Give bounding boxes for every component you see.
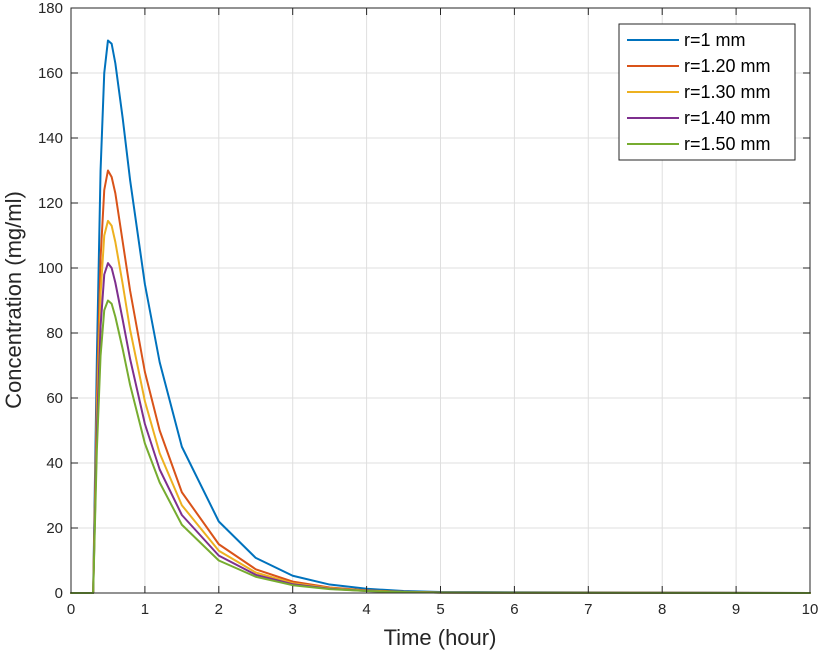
- y-tick-label: 80: [46, 325, 63, 342]
- y-tick-label: 60: [46, 390, 63, 407]
- x-tick-label: 8: [658, 601, 666, 618]
- x-tick-label: 9: [732, 601, 740, 618]
- y-tick-label: 40: [46, 455, 63, 472]
- x-tick-label: 1: [141, 601, 149, 618]
- x-tick-label: 2: [215, 601, 223, 618]
- x-tick-label: 4: [362, 601, 370, 618]
- series-line-1: [70, 39, 811, 594]
- legend-label-5: r=1.50 mm: [684, 134, 771, 154]
- x-tick-label: 3: [289, 601, 297, 618]
- y-tick-label: 0: [55, 585, 63, 602]
- legend: r=1 mm r=1.20 mm r=1.30 mm r=1.40 mm r=1.50 …: [618, 23, 796, 161]
- series-line-5: [70, 299, 811, 594]
- y-axis-label: Concentration (mg/ml): [1, 191, 26, 409]
- y-tick-label: 160: [38, 65, 63, 82]
- y-tick-label: 20: [46, 520, 63, 537]
- x-tick-label: 10: [802, 601, 819, 618]
- legend-label-4: r=1.40 mm: [684, 108, 771, 128]
- series-group: [70, 39, 811, 594]
- ticks: [70, 7, 811, 594]
- legend-label-2: r=1.20 mm: [684, 56, 771, 76]
- y-tick-label: 120: [38, 195, 63, 212]
- x-tick-label: 7: [584, 601, 592, 618]
- x-tick-label: 0: [67, 601, 75, 618]
- legend-label-1: r=1 mm: [684, 30, 746, 50]
- legend-label-3: r=1.30 mm: [684, 82, 771, 102]
- y-tick-label: 100: [38, 260, 63, 277]
- x-tick-label: 6: [510, 601, 518, 618]
- y-tick-label: 140: [38, 130, 63, 147]
- y-tick-label: 180: [38, 0, 63, 17]
- x-axis-label: Time (hour): [384, 625, 497, 650]
- x-tick-label: 5: [436, 601, 444, 618]
